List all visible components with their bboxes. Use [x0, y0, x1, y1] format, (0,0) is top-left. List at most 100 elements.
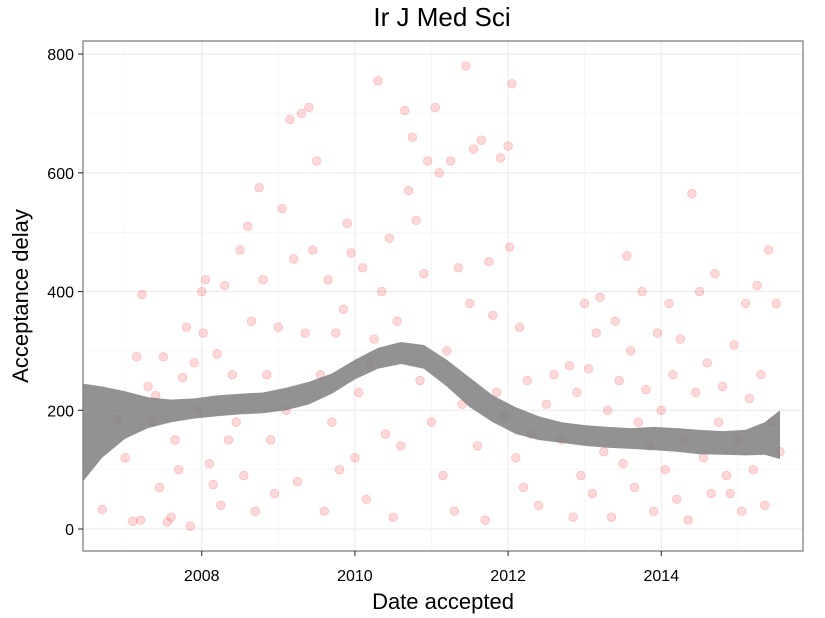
data-point — [388, 512, 398, 522]
data-point — [242, 221, 253, 231]
data-point — [442, 346, 452, 356]
data-point — [300, 328, 310, 338]
data-point — [162, 517, 172, 527]
data-point — [273, 322, 284, 332]
data-point — [250, 506, 261, 516]
data-point — [350, 453, 360, 463]
data-point — [656, 405, 666, 415]
data-point — [361, 494, 372, 505]
data-point — [710, 269, 720, 279]
data-point — [216, 500, 226, 510]
data-point — [296, 108, 306, 119]
data-point — [227, 369, 238, 380]
data-point — [323, 274, 333, 285]
data-point — [461, 61, 471, 71]
data-point — [338, 304, 349, 315]
data-point — [231, 417, 241, 427]
data-point — [373, 76, 383, 86]
data-point — [721, 470, 732, 481]
data-point — [97, 504, 107, 515]
data-point — [407, 132, 418, 142]
data-point — [327, 417, 337, 427]
data-point — [392, 316, 402, 326]
data-point — [465, 298, 475, 309]
data-point — [319, 506, 329, 516]
data-point — [434, 168, 444, 178]
data-point — [170, 435, 180, 445]
data-point — [220, 280, 230, 291]
data-point — [737, 506, 747, 516]
smooth-band — [83, 342, 780, 482]
data-point — [760, 500, 770, 510]
y-axis-title: Acceptance delay — [8, 209, 33, 383]
data-point — [208, 479, 218, 490]
data-point — [610, 316, 621, 326]
data-point — [198, 328, 208, 338]
data-point — [748, 464, 758, 475]
data-point — [254, 182, 264, 193]
data-point — [491, 387, 502, 398]
data-point — [714, 417, 724, 427]
data-point — [411, 215, 421, 226]
data-point — [614, 375, 624, 386]
data-point — [683, 515, 693, 525]
data-point — [204, 459, 215, 469]
data-point — [308, 245, 318, 255]
data-point — [725, 488, 735, 499]
x-axis-title: Date accepted — [372, 589, 514, 614]
data-point — [514, 322, 525, 332]
data-point — [422, 156, 433, 166]
data-point — [564, 361, 575, 371]
data-point — [652, 328, 663, 338]
data-point — [702, 358, 712, 368]
data-point — [131, 352, 142, 362]
data-point — [664, 298, 674, 309]
data-point — [595, 292, 605, 303]
data-point — [285, 114, 295, 125]
x-tick-label: 2008 — [184, 568, 220, 585]
data-point — [717, 381, 728, 392]
data-point — [763, 245, 774, 255]
data-point — [445, 156, 456, 166]
data-point — [277, 203, 287, 214]
data-point — [740, 298, 751, 309]
data-point — [618, 459, 628, 469]
data-point — [583, 364, 594, 374]
data-point — [154, 482, 165, 493]
data-point — [334, 464, 345, 475]
data-point — [189, 358, 199, 368]
data-point — [522, 375, 532, 386]
data-point — [671, 494, 682, 505]
data-point — [212, 349, 222, 359]
grid-minor — [83, 41, 803, 551]
confidence-band — [83, 342, 780, 482]
plot-background — [83, 41, 803, 551]
data-point — [377, 286, 387, 297]
x-tick-label: 2012 — [490, 568, 526, 585]
data-point — [174, 464, 184, 475]
data-point — [476, 135, 486, 145]
data-point — [660, 464, 670, 475]
data-point — [495, 153, 506, 163]
data-point — [258, 274, 268, 285]
data-point — [511, 453, 521, 463]
y-tick-label: 800 — [47, 47, 74, 64]
data-point — [380, 429, 391, 439]
data-point — [396, 441, 406, 451]
data-point — [269, 488, 280, 499]
data-point — [438, 470, 448, 481]
data-point — [756, 369, 766, 380]
data-point — [426, 417, 437, 427]
data-point — [262, 369, 272, 380]
data-point — [648, 506, 659, 516]
data-point — [572, 387, 582, 398]
data-point — [166, 512, 176, 522]
data-point — [622, 251, 632, 261]
data-point — [185, 521, 195, 531]
data-point — [668, 369, 678, 380]
data-point — [503, 141, 513, 151]
data-point — [342, 218, 352, 228]
data-point — [311, 156, 322, 166]
data-point — [694, 286, 705, 297]
data-point — [534, 500, 544, 510]
